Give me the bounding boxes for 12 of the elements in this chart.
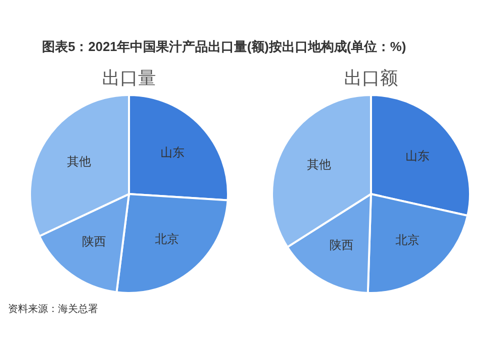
slice-label: 陕西: [82, 234, 106, 248]
slice-label: 其他: [306, 158, 331, 172]
text: 资料来源：海关总署: [8, 302, 99, 316]
chart-subtitle: 出口量: [102, 67, 156, 90]
slice-label: 北京: [395, 233, 420, 248]
slice-label: 山东: [405, 149, 430, 164]
chart-title: 图表5：2021年中国果汁产品出口量(额)按出口地构成(单位：%): [41, 38, 408, 56]
chart-subtitle: 出口额: [344, 67, 398, 90]
slice-label: 北京: [154, 232, 179, 246]
slice-label: 其他: [66, 154, 91, 168]
slice-label: 山东: [160, 146, 184, 160]
slice-label: 陕西: [330, 238, 354, 252]
